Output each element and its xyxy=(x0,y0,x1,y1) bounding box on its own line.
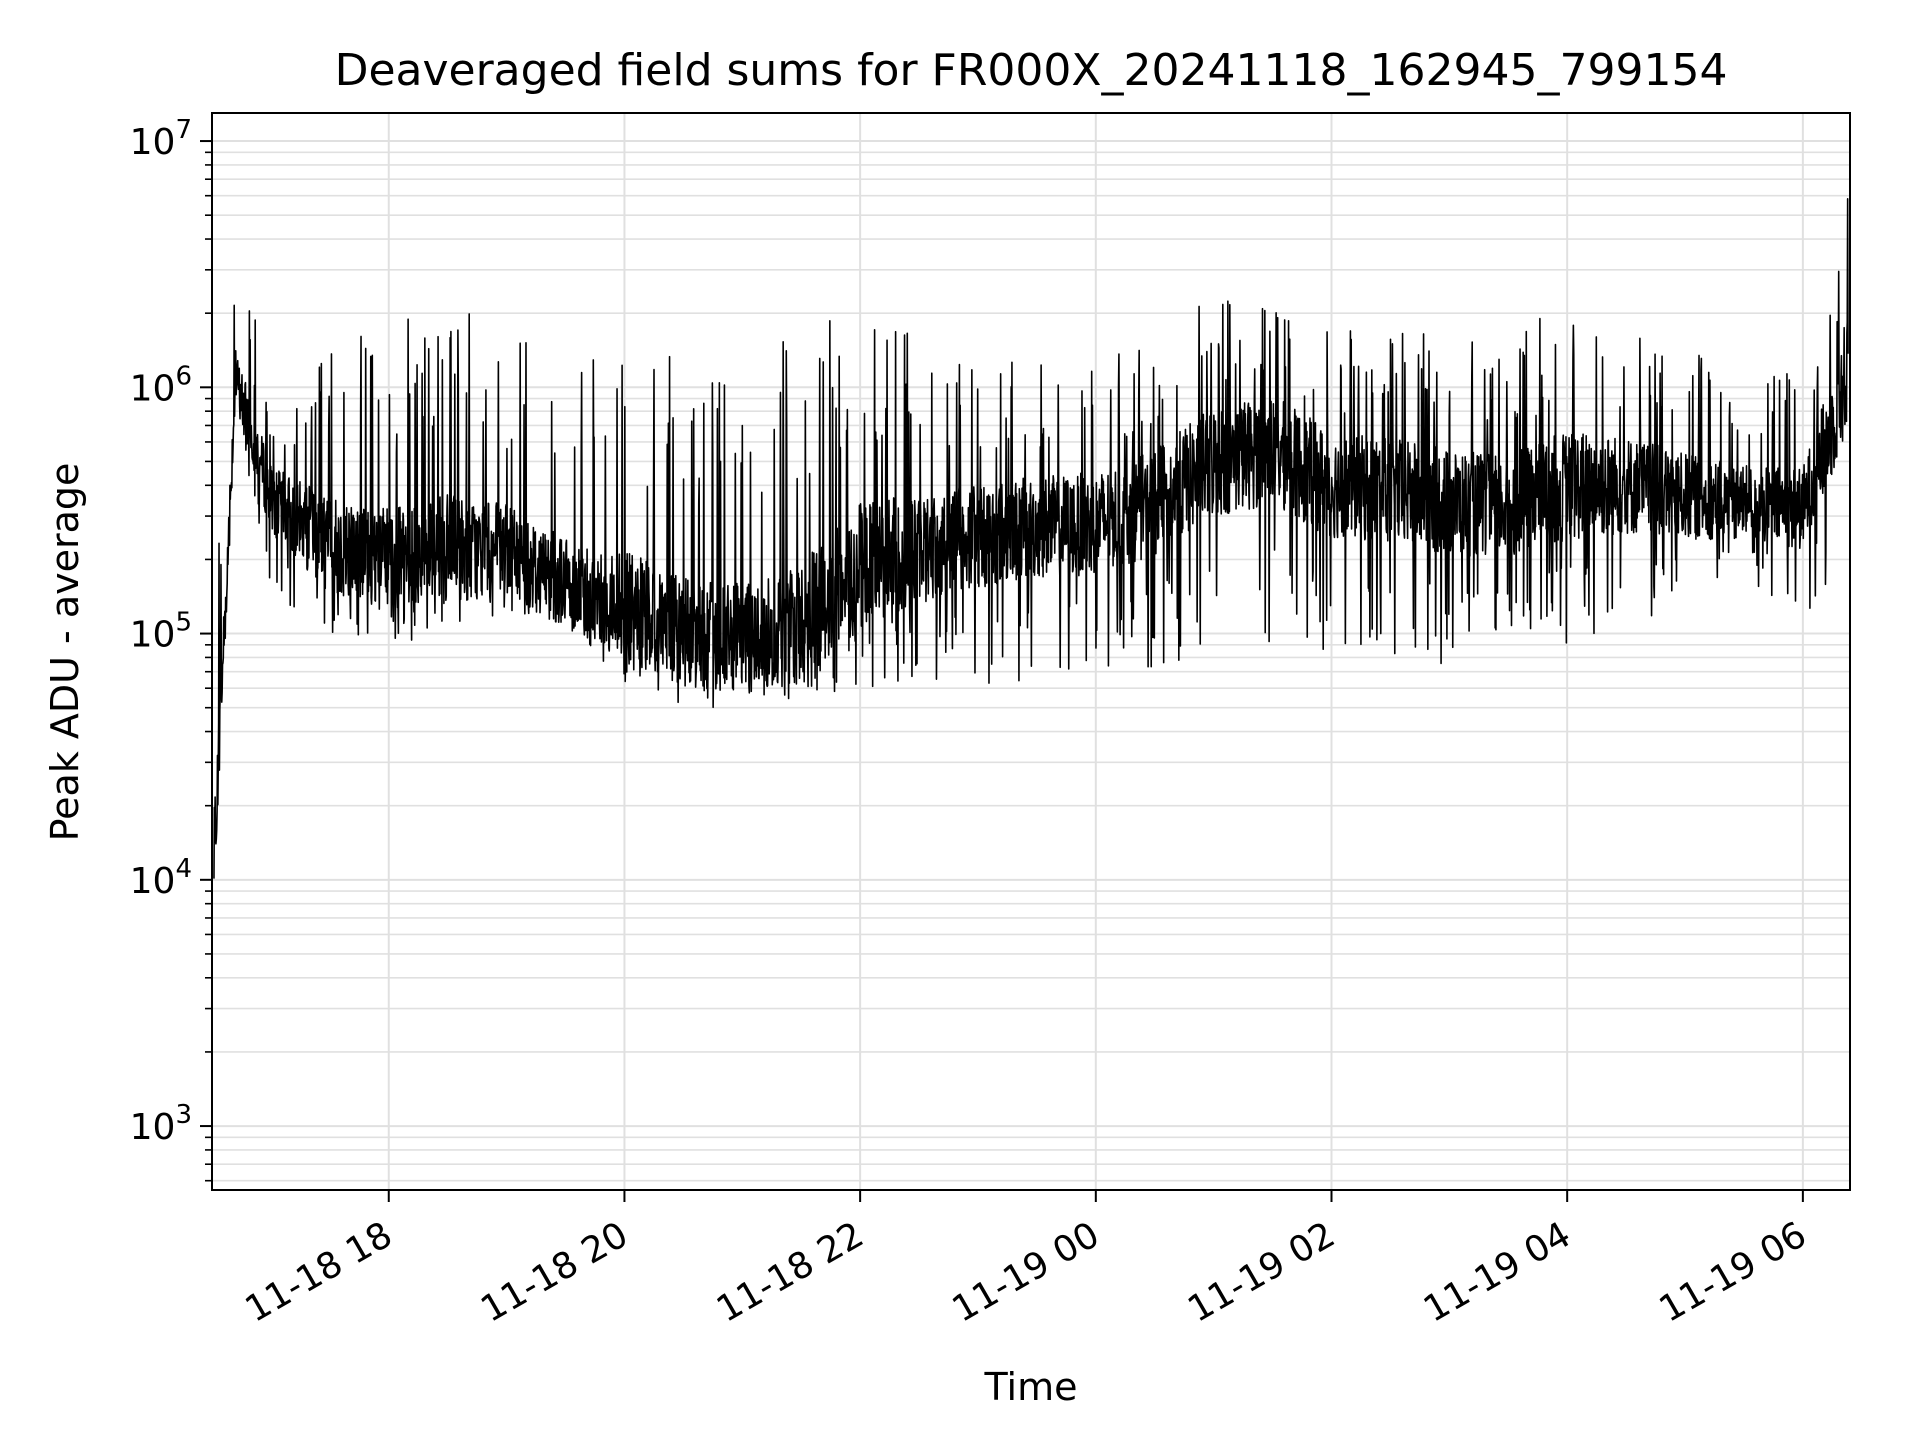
plot-frame xyxy=(211,112,1851,1191)
y-tick-label: 103 xyxy=(130,1100,192,1148)
x-axis-label: Time xyxy=(984,1365,1078,1409)
series-line xyxy=(213,198,1849,879)
series-path xyxy=(213,198,1849,879)
y-tick-label: 107 xyxy=(130,115,192,163)
y-tick-label: 104 xyxy=(130,854,192,902)
chart-title: Deaveraged field sums for FR000X_2024111… xyxy=(335,45,1728,96)
y-axis-label: Peak ADU - average xyxy=(43,463,87,842)
y-axis: 103 104 105 106 107 xyxy=(130,115,212,1182)
y-tick-label: 105 xyxy=(130,608,192,656)
y-tick-label: 106 xyxy=(130,361,192,409)
grid xyxy=(212,113,1850,1190)
